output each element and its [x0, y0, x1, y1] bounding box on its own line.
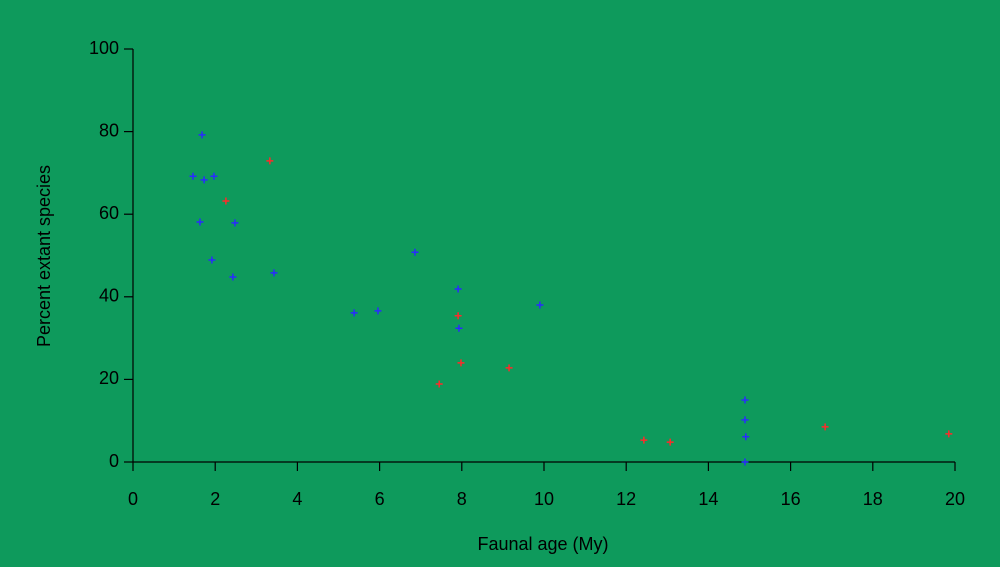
x-tick-label: 16 [781, 489, 801, 509]
point [741, 458, 749, 466]
point [222, 197, 230, 205]
point [374, 307, 382, 315]
x-tick-label: 2 [210, 489, 220, 509]
point [198, 131, 206, 139]
point [640, 436, 648, 444]
y-axis-label: Percent extant species [34, 165, 54, 347]
point [457, 359, 465, 367]
point [210, 172, 218, 180]
y-tick-label: 40 [99, 286, 119, 306]
x-tick-label: 6 [375, 489, 385, 509]
point [536, 301, 544, 309]
point [189, 172, 197, 180]
point [200, 176, 208, 184]
point [505, 364, 513, 372]
point [196, 218, 204, 226]
point [208, 256, 216, 264]
x-tick-label: 10 [534, 489, 554, 509]
y-tick-label: 0 [109, 451, 119, 471]
y-tick-label: 100 [89, 38, 119, 58]
point [454, 285, 462, 293]
point [741, 396, 749, 404]
point [945, 430, 953, 438]
point [411, 248, 419, 256]
point [266, 157, 274, 165]
y-tick-label: 80 [99, 120, 119, 140]
point [229, 273, 237, 281]
point [270, 269, 278, 277]
x-tick-label: 18 [863, 489, 883, 509]
x-tick-label: 12 [616, 489, 636, 509]
point [821, 423, 829, 431]
point [666, 438, 674, 446]
x-tick-label: 0 [128, 489, 138, 509]
point [454, 312, 462, 320]
y-tick-label: 20 [99, 368, 119, 388]
x-tick-label: 14 [698, 489, 718, 509]
x-axis-label: Faunal age (My) [477, 534, 608, 554]
y-tick-label: 60 [99, 203, 119, 223]
point [741, 416, 749, 424]
point [231, 219, 239, 227]
x-tick-label: 20 [945, 489, 965, 509]
point [742, 433, 750, 441]
point [455, 324, 463, 332]
x-tick-label: 8 [457, 489, 467, 509]
x-tick-label: 4 [292, 489, 302, 509]
point [350, 309, 358, 317]
point [435, 380, 443, 388]
